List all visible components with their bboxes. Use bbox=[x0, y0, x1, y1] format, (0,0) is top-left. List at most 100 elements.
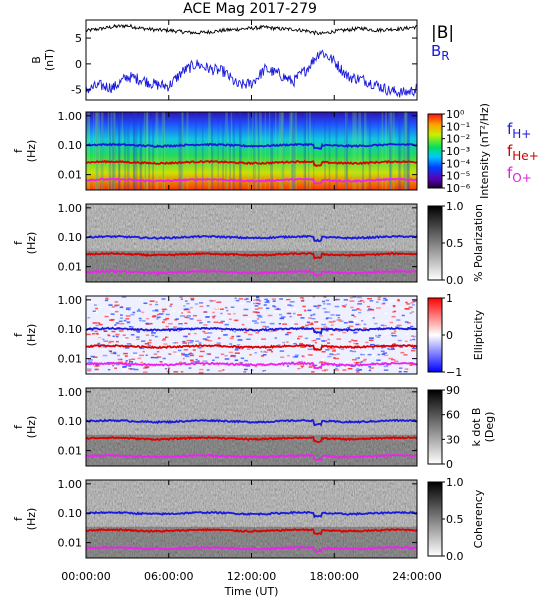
ellipticity-cell bbox=[321, 358, 325, 361]
ellipticity-cell bbox=[405, 301, 408, 304]
ellipticity-cell bbox=[314, 321, 319, 323]
ellipticity-cell bbox=[238, 298, 244, 300]
legend-b-magnitude: |B| bbox=[431, 23, 454, 43]
ellipticity-cell bbox=[106, 364, 111, 367]
ellipticity-cell bbox=[340, 348, 345, 350]
ellipticity-cell bbox=[265, 326, 270, 328]
spectrogram-stripe bbox=[148, 112, 151, 190]
ellipticity-cell bbox=[123, 338, 126, 340]
x-tick-label: 06:00:00 bbox=[144, 570, 193, 583]
ellipticity-cell bbox=[335, 365, 340, 367]
ellipticity-cell bbox=[106, 313, 110, 316]
gyro-line-he bbox=[85, 527, 418, 536]
ellipticity-cell bbox=[357, 300, 362, 303]
spectrogram-stripe bbox=[303, 112, 306, 190]
ellipticity-cell bbox=[114, 324, 117, 326]
ellipticity-cell bbox=[206, 314, 210, 317]
ellipticity-cell bbox=[94, 301, 99, 304]
spectrogram-stripe bbox=[100, 112, 104, 190]
ellipticity-cell bbox=[298, 360, 304, 363]
ellipticity-cell bbox=[202, 360, 208, 362]
ellipticity-cell bbox=[244, 359, 248, 362]
spectrogram-stripe bbox=[403, 112, 407, 190]
ellipticity-cell bbox=[229, 343, 233, 345]
ellipticity-cell bbox=[352, 296, 357, 298]
spectrogram-stripe bbox=[252, 112, 255, 190]
ellipticity-cell bbox=[276, 308, 281, 311]
ellipticity-cell bbox=[411, 304, 416, 306]
ellipticity-cell bbox=[159, 361, 163, 363]
ellipticity-cell bbox=[264, 351, 268, 353]
ellipticity-cell bbox=[299, 297, 304, 299]
y-tick-label: 0.10 bbox=[58, 231, 83, 244]
ellipticity-cell bbox=[256, 311, 260, 314]
ellipticity-cell bbox=[163, 343, 168, 345]
ellipticity-cell bbox=[122, 338, 127, 341]
ellipticity-cell bbox=[180, 315, 185, 317]
spectrogram-stripe bbox=[264, 112, 266, 190]
spectrogram-stripe bbox=[291, 112, 294, 190]
ellipticity-cell bbox=[264, 298, 268, 301]
ellipticity-cell bbox=[246, 338, 251, 341]
ellipticity-cell bbox=[161, 298, 166, 300]
ellipticity-cell bbox=[138, 298, 143, 301]
ellipticity-cell bbox=[279, 350, 285, 352]
colorbar-label: k dot B bbox=[470, 408, 483, 447]
ellipticity-cell bbox=[95, 368, 99, 371]
ellipticity-cell bbox=[355, 369, 361, 371]
ellipticity-cell bbox=[113, 351, 117, 354]
ellipticity-cell bbox=[155, 310, 159, 312]
ellipticity-cell bbox=[358, 311, 362, 314]
ellipticity-cell bbox=[324, 311, 328, 313]
ellipticity-cell bbox=[289, 315, 292, 318]
spectrogram-stripe bbox=[345, 112, 348, 190]
ellipticity-cell bbox=[367, 353, 372, 356]
ellipticity-cell bbox=[115, 333, 120, 336]
ellipticity-cell bbox=[202, 330, 206, 333]
y-tick-label: 0.01 bbox=[58, 353, 83, 366]
ellipticity-cell bbox=[225, 314, 229, 316]
ellipticity-cell bbox=[214, 315, 217, 317]
ellipticity-cell bbox=[250, 369, 254, 371]
ellipticity-cell bbox=[368, 337, 374, 339]
spectrogram-stripe bbox=[94, 112, 98, 190]
ellipticity-cell bbox=[121, 296, 127, 298]
spectrogram-stripe bbox=[144, 112, 146, 190]
ellipticity-cell bbox=[292, 356, 298, 358]
ellipticity-cell bbox=[168, 322, 173, 325]
spectrogram-stripe bbox=[252, 112, 254, 190]
ellipticity-cell bbox=[158, 313, 164, 315]
ellipticity-cell bbox=[220, 320, 225, 323]
ellipticity-cell bbox=[383, 369, 389, 371]
ellipticity-cell bbox=[350, 306, 354, 309]
ellipticity-cell bbox=[322, 361, 327, 364]
spectrogram-stripe bbox=[362, 112, 364, 190]
ellipticity-cell bbox=[400, 351, 405, 354]
colorbar-tick-label: 60 bbox=[446, 409, 460, 422]
ellipticity-cell bbox=[128, 365, 132, 367]
ellipticity-cell bbox=[172, 342, 177, 344]
ellipticity-cell bbox=[216, 301, 222, 303]
ellipticity-cell bbox=[368, 339, 374, 342]
ellipticity-cell bbox=[163, 319, 168, 321]
ellipticity-cell bbox=[126, 321, 130, 324]
ellipticity-cell bbox=[326, 303, 331, 305]
spectrogram-stripe bbox=[389, 112, 391, 190]
ellipticity-cell bbox=[356, 371, 360, 373]
ellipticity-cell bbox=[203, 324, 208, 326]
colorbar-tick-label: 0.0 bbox=[446, 274, 464, 287]
ellipticity-cell bbox=[196, 319, 202, 322]
ellipticity-cell bbox=[325, 349, 330, 351]
ellipticity-cell bbox=[381, 346, 386, 348]
ellipticity-cell bbox=[334, 357, 339, 360]
ellipticity-cell bbox=[383, 297, 387, 300]
ellipticity-cell bbox=[195, 358, 198, 361]
ellipticity-cell bbox=[362, 352, 366, 355]
ellipticity-cell bbox=[318, 361, 322, 364]
ellipticity-cell bbox=[234, 352, 240, 354]
panel-kdotb: 1.00 0.10 0.01 f (Hz) 90 60 30 0 k dot B (Deg) bbox=[12, 384, 496, 471]
ellipticity-cell bbox=[404, 340, 408, 343]
ellipticity-cell bbox=[115, 363, 120, 366]
ellipticity-cell bbox=[376, 336, 381, 339]
ellipticity-cell bbox=[392, 305, 396, 307]
